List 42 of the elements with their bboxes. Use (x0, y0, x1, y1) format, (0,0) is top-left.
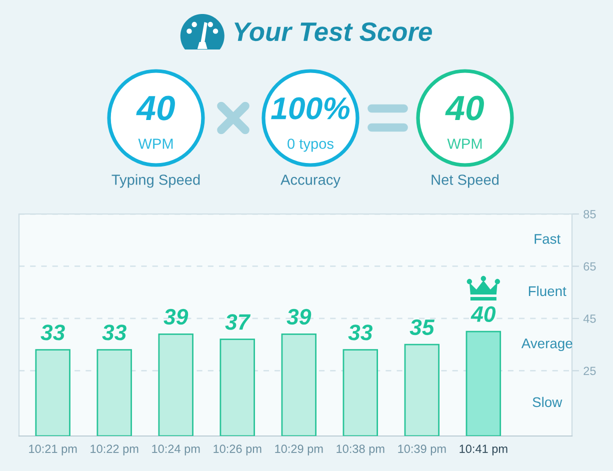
y-tick-label: 45 (583, 314, 596, 323)
text: WPM (138, 138, 173, 149)
text: 0 typos (288, 138, 334, 152)
x-tick-label: 10:39 pm (398, 444, 446, 456)
text: Your Test Score (234, 22, 432, 42)
x-tick-label: 10:29 pm (275, 444, 323, 456)
bar (404, 344, 440, 436)
text: 40 (136, 96, 175, 120)
bar (281, 333, 316, 436)
text: Typing Speed (112, 174, 200, 188)
bar (220, 338, 255, 436)
y-tick-label: 25 (584, 366, 596, 376)
bar (342, 349, 378, 436)
y-tick-label: 85 (584, 210, 596, 218)
data-label: 39 (164, 308, 188, 325)
x-tick-label: 10:24 pm (152, 444, 200, 456)
data-label: 33 (348, 324, 373, 340)
bar (466, 330, 502, 436)
x-tick-label: 10:38 pm (336, 444, 384, 456)
data-label: 40 (470, 306, 496, 322)
text: Fast (534, 234, 561, 244)
text: Average (521, 338, 572, 352)
data-label: 37 (225, 314, 251, 330)
x-tick-label: 10:41 pm (460, 444, 508, 456)
bar (35, 349, 70, 436)
text: 100% (271, 97, 350, 120)
bar (158, 333, 194, 436)
bar (96, 349, 132, 436)
text: Net Speed (432, 174, 499, 188)
x-tick-label: 10:21 pm (29, 444, 77, 456)
data-label: 33 (40, 324, 65, 340)
text: WPM (447, 138, 482, 149)
text: Accuracy (280, 174, 340, 188)
data-label: 33 (102, 324, 126, 340)
x-tick-label: 10:22 pm (90, 444, 138, 456)
text: Fluent (528, 286, 566, 296)
text: Slow (532, 396, 562, 408)
y-tick-label: 65 (584, 262, 596, 271)
data-label: 39 (286, 308, 312, 325)
x-tick-label: 10:26 pm (214, 444, 262, 456)
data-label: 35 (410, 319, 435, 336)
text: 40 (445, 96, 484, 120)
